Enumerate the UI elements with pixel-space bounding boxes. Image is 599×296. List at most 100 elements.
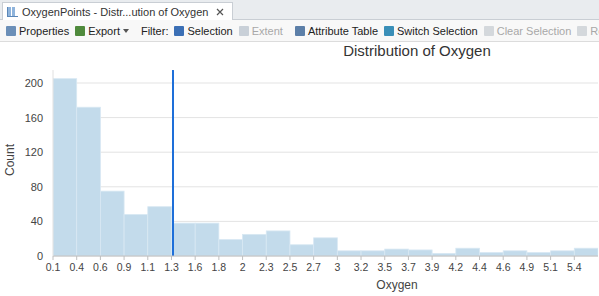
toolbar-icon [484,26,494,36]
x-tick-label: 1.6 [188,261,203,273]
x-tick-label: 1.1 [140,261,155,273]
x-tick [361,256,362,260]
toolbar-label: Selection [187,25,232,37]
x-tick [432,256,433,260]
y-tick-label: 120 [25,146,43,158]
toolbar-button: Rotate Chart [577,25,599,37]
toolbar-button[interactable]: Attribute Table [295,25,378,37]
x-tick-label: 0.4 [69,261,84,273]
toolbar-button[interactable]: Selection [174,25,232,37]
chart: 040801201602000.10.40.60.91.11.31.61.822… [0,0,599,296]
bars [53,70,598,256]
dropdown-arrow [123,29,129,33]
grid-line [53,256,598,257]
x-tick [313,256,314,260]
toolbar-label: Clear Selection [497,25,572,37]
histogram-bar [361,251,385,256]
x-tick-label: 4.2 [449,261,464,273]
x-tick [266,256,267,260]
x-tick-label: 3.7 [401,261,416,273]
y-tick-label: 160 [25,112,43,124]
y-tick-label: 80 [31,181,43,193]
toolbar-button: Clear Selection [484,25,572,37]
y-tick-label: 40 [31,215,43,227]
grid-line [53,83,598,84]
x-tick-label: 3.2 [354,261,369,273]
x-tick [171,256,172,260]
histogram-bar [503,251,527,256]
histogram-bar [385,249,409,256]
toolbar: Properties Export Filter: Selection Extent At… [0,20,599,42]
x-tick-label: 2 [240,261,246,273]
histogram-bar [266,231,290,256]
x-tick-label: 4.9 [520,261,535,273]
toolbar-label: Attribute Table [308,25,378,37]
x-tick [195,256,196,260]
chart-title: Distribution of Oxygen [343,42,491,59]
y-axis-line [53,70,54,256]
y-tick-label: 0 [37,250,43,262]
x-tick [384,256,385,260]
toolbar-icon [6,26,16,36]
x-tick-label: 5.4 [567,261,582,273]
toolbar-button: Extent [239,25,283,37]
x-tick-label: 0.1 [46,261,61,273]
toolbar-button[interactable]: Switch Selection [384,25,478,37]
histogram-bar [195,223,219,256]
x-tick [526,256,527,260]
x-tick-label: 4.4 [472,261,487,273]
x-tick [455,256,456,260]
histogram-bar [77,107,101,256]
toolbar-icon [384,26,394,36]
histogram-bar [314,238,338,256]
grid-line [53,186,598,187]
toolbar-icon [174,26,184,36]
tab-close[interactable] [214,6,226,18]
x-tick-label: 2.3 [259,261,274,273]
histogram-bar [337,251,361,256]
toolbar-label: Export [88,25,120,37]
histogram-bar [124,214,148,256]
grid-line [53,152,598,153]
y-tick-label: 200 [25,77,43,89]
x-axis-title: Oxygen [376,278,417,292]
x-tick [479,256,480,260]
tab[interactable]: OxygenPoints - Distr...ution of Oxygen [2,2,233,20]
toolbar-label: Filter: [141,25,169,37]
x-tick [289,256,290,260]
x-tick [147,256,148,260]
reference-line [172,70,174,256]
x-tick-label: 3 [334,261,340,273]
x-tick [53,256,54,260]
x-tick [503,256,504,260]
toolbar-icon [577,26,587,36]
x-tick-label: 3.9 [425,261,440,273]
x-tick [408,256,409,260]
toolbar-button[interactable]: Properties [6,25,69,37]
toolbar-button[interactable]: Filter: [141,25,169,37]
toolbar-icon [295,26,305,36]
close-icon [217,9,223,15]
histogram-bar [408,250,432,256]
x-tick-label: 0.9 [117,261,132,273]
x-tick-label: 4.6 [496,261,511,273]
tab-icon [7,7,18,17]
histogram-bar [527,253,551,256]
histogram-bar [219,240,243,256]
x-tick [100,256,101,260]
x-tick [218,256,219,260]
histogram-bar [456,248,480,256]
x-tick-label: 2.7 [306,261,321,273]
histogram-bar [551,251,575,256]
histogram-bar [290,245,314,256]
x-tick-label: 0.6 [93,261,108,273]
toolbar-icon [75,26,85,36]
grid-line [53,117,598,118]
histogram-bar [100,191,124,256]
x-tick [550,256,551,260]
x-tick [124,256,125,260]
toolbar-label: Switch Selection [397,25,478,37]
toolbar-button[interactable]: Export [75,25,129,37]
toolbar-icon [239,26,249,36]
x-tick-label: 1.8 [212,261,227,273]
